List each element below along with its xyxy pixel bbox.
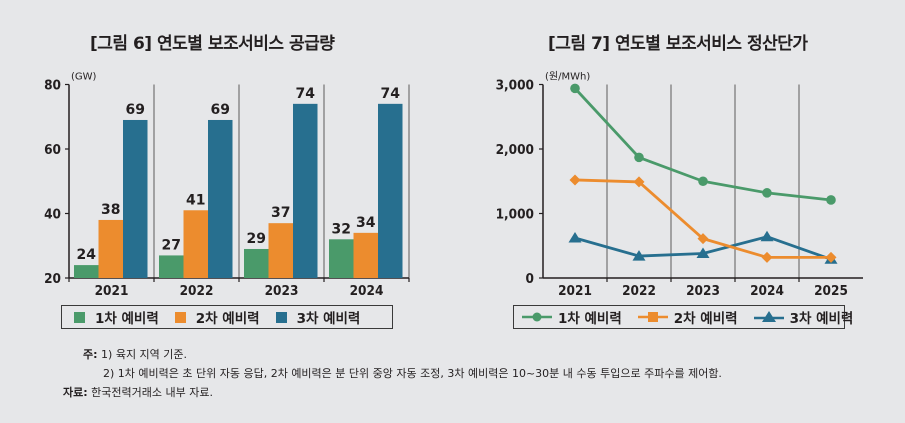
data-point — [633, 176, 645, 188]
data-point — [825, 251, 837, 263]
y-tick-label: 20 — [44, 271, 61, 287]
bar-value-label: 69 — [126, 102, 145, 118]
bar-value-label: 34 — [356, 215, 376, 231]
note-line-2: 2) 1차 예비력은 초 단위 자동 응답, 2차 예비력은 분 단위 중앙 자… — [63, 364, 722, 383]
right-chart-title: [그림 7] 연도별 보조서비스 정산단가 — [548, 34, 808, 54]
y-unit-label: (원/MWh) — [545, 71, 590, 83]
x-tick-label: 2022 — [180, 283, 214, 299]
bar-value-label: 27 — [162, 237, 181, 253]
bar — [268, 223, 293, 278]
bar — [244, 248, 269, 278]
legend-swatch-orange — [174, 311, 186, 323]
x-tick-label: 2024 — [350, 283, 384, 299]
legend-label: 2차 예비력 — [195, 311, 260, 327]
bar-value-label: 38 — [101, 202, 120, 218]
y-tick-label: 40 — [44, 207, 61, 223]
data-point — [826, 195, 836, 205]
data-point — [696, 247, 710, 258]
legend-swatch-blue — [275, 311, 287, 323]
y-unit-label: (GW) — [71, 72, 97, 83]
note-line-1: 주: 1) 육지 지역 기준. — [63, 345, 722, 364]
legend-item-primary: 1차 예비력 — [74, 307, 159, 327]
y-tick-label: 80 — [44, 78, 61, 94]
data-point — [570, 83, 580, 94]
bar-value-label: 37 — [271, 205, 290, 221]
triangle-marker-icon — [753, 311, 784, 322]
bar-value-label: 41 — [186, 192, 205, 208]
x-tick-label: 2023 — [265, 283, 299, 299]
legend-item-tertiary: 3차 예비력 — [753, 307, 854, 327]
bar — [353, 232, 378, 278]
legend-item-secondary: 2차 예비력 — [637, 307, 738, 327]
y-tick-label: 2,000 — [496, 142, 534, 158]
left-chart-title: [그림 6] 연도별 보조서비스 공급량 — [90, 34, 335, 54]
source-label: 자료: — [63, 386, 88, 399]
x-tick-label: 2021 — [558, 283, 592, 299]
x-tick-label: 2024 — [750, 283, 784, 299]
x-tick-label: 2023 — [686, 283, 720, 299]
note-text: 2) 1차 예비력은 초 단위 자동 응답, 2차 예비력은 분 단위 중앙 자… — [103, 367, 722, 380]
circle-marker-icon — [522, 312, 552, 322]
data-point — [568, 232, 582, 243]
source-text: 한국전력거래소 내부 자료. — [91, 386, 213, 399]
bar-value-label: 29 — [247, 231, 266, 247]
bar — [183, 210, 208, 278]
legend-item-tertiary: 3차 예비력 — [275, 307, 361, 327]
bar-value-label: 24 — [77, 247, 97, 263]
note-text: 1) 육지 지역 기준. — [101, 348, 188, 361]
legend-label: 1차 예비력 — [558, 311, 622, 327]
legend-swatch-green — [74, 311, 85, 323]
bar — [123, 119, 148, 278]
y-tick-label: 3,000 — [496, 78, 534, 94]
data-point — [762, 188, 772, 198]
bar — [378, 103, 403, 278]
data-point — [569, 174, 581, 186]
bar — [329, 239, 354, 278]
x-tick-label: 2021 — [95, 283, 129, 299]
note-label: 주: — [83, 348, 98, 361]
x-tick-label: 2022 — [622, 283, 656, 299]
bar-value-label: 32 — [332, 221, 351, 237]
bar-value-label: 74 — [296, 86, 316, 102]
footnotes: 주: 1) 육지 지역 기준. 2) 1차 예비력은 초 단위 자동 응답, 2… — [63, 345, 722, 402]
bar — [208, 119, 233, 278]
bar — [74, 265, 99, 278]
legend-label: 3차 예비력 — [296, 311, 361, 327]
data-point — [761, 251, 773, 263]
data-point — [697, 233, 709, 245]
legend-label: 2차 예비력 — [673, 311, 738, 327]
bar — [293, 103, 318, 278]
left-chart-legend: 1차 예비력 2차 예비력 3차 예비력 — [61, 305, 393, 329]
y-tick-label: 1,000 — [496, 207, 534, 223]
right-chart-legend: 1차 예비력 2차 예비력 3차 예비력 — [513, 305, 853, 329]
data-point — [698, 176, 708, 187]
y-tick-label: 60 — [44, 142, 61, 158]
data-point — [760, 230, 774, 242]
square-marker-icon — [637, 312, 668, 322]
x-tick-label: 2025 — [814, 283, 848, 299]
data-point — [634, 152, 644, 163]
legend-item-secondary: 2차 예비력 — [174, 307, 260, 327]
bar-value-label: 69 — [211, 102, 230, 118]
y-tick-label: 0 — [526, 271, 534, 287]
bar — [98, 219, 123, 278]
bar — [159, 255, 184, 278]
legend-item-primary: 1차 예비력 — [522, 307, 622, 327]
legend-label: 1차 예비력 — [95, 311, 159, 327]
legend-label: 3차 예비력 — [789, 311, 854, 327]
source-line: 자료: 한국전력거래소 내부 자료. — [63, 383, 722, 402]
data-point — [632, 250, 646, 261]
bar-value-label: 74 — [381, 86, 401, 102]
